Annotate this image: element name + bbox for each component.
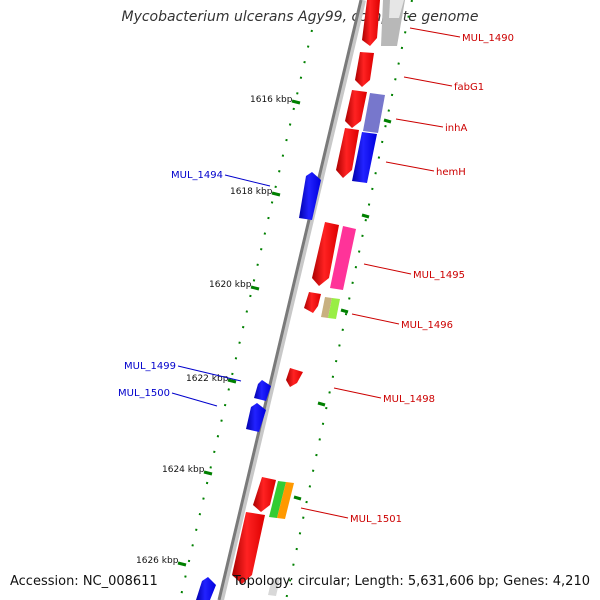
- cog-box-green: [269, 481, 286, 518]
- tick-label: 1626 kbp: [136, 556, 179, 566]
- tick-label: 1622 kbp: [186, 374, 229, 384]
- outer-tick-marks: [293, 118, 392, 501]
- gene-label: MUL_1496: [401, 320, 453, 331]
- tick-mark: [293, 495, 302, 501]
- cog-box-grey-faint: [389, 0, 404, 18]
- leader-line: [409, 27, 461, 38]
- gene-label: fabG1: [454, 82, 484, 93]
- tick-mark: [203, 470, 213, 476]
- leader-lines: [171, 27, 461, 519]
- tick-label: 1618 kbp: [230, 187, 273, 197]
- gene-label: MUL_1501: [350, 514, 402, 525]
- tick-mark: [317, 401, 326, 407]
- gene-arrow-inha: [345, 90, 367, 128]
- forward-genes: [232, 0, 380, 584]
- tick-mark: [291, 99, 301, 105]
- tick-mark: [250, 285, 260, 291]
- leader-line: [224, 174, 271, 187]
- leader-line: [403, 76, 453, 87]
- tick-mark: [340, 308, 349, 314]
- cog-boxes: [268, 0, 405, 596]
- tick-mark: [177, 561, 187, 567]
- cog-box-blue: [352, 132, 377, 183]
- accession-text: Accession: NC_008611: [10, 574, 158, 589]
- gene-label: hemH: [436, 167, 466, 178]
- gene-arrow-mul-1500: [246, 403, 266, 432]
- cog-box-orange: [277, 482, 294, 519]
- gene-arrow-mul-1499: [254, 380, 271, 401]
- gene-arrow-mul-1496: [304, 292, 321, 313]
- tick-mark: [227, 378, 237, 384]
- backbone-shadow: [218, 0, 366, 600]
- cog-box-lime: [328, 298, 340, 319]
- gene-arrow-hemh: [336, 128, 359, 178]
- leader-line: [363, 263, 412, 275]
- gene-label: MUL_1494: [171, 170, 223, 181]
- outer-dotted-guide: [285, 0, 413, 600]
- tick-mark: [271, 191, 281, 197]
- tick-label: 1624 kbp: [162, 465, 205, 475]
- gene-label: MUL_1499: [124, 361, 176, 372]
- tick-mark: [383, 118, 392, 124]
- leader-line: [395, 118, 444, 128]
- gene-arrow-mul-1503: [196, 577, 216, 600]
- cog-box-tan: [321, 297, 332, 318]
- leader-line: [171, 392, 218, 407]
- backbone: [217, 0, 363, 600]
- gene-arrow-mul-1490: [362, 0, 380, 46]
- gene-arrow-mul-1498: [286, 368, 303, 387]
- cog-box-purple: [363, 93, 385, 133]
- gene-arrow-mul-1494: [299, 172, 321, 220]
- reverse-genes: [196, 172, 321, 600]
- leader-line: [333, 387, 382, 399]
- gene-arrow-fabg1: [355, 52, 374, 87]
- gene-label: inhA: [445, 123, 467, 134]
- leader-line: [177, 365, 242, 382]
- leader-line: [351, 313, 400, 325]
- gene-label: MUL_1498: [383, 394, 435, 405]
- tick-marks: [177, 99, 301, 567]
- gene-arrow-mul-1501: [253, 477, 276, 512]
- leader-line: [385, 161, 435, 172]
- cog-box-grey-bottom: [268, 578, 280, 596]
- tick-label: 1616 kbp: [250, 95, 293, 105]
- genome-summary-text: Topology: circular; Length: 5,631,606 bp…: [232, 574, 590, 589]
- cog-box-pink: [330, 226, 356, 290]
- inner-dotted-guide: [179, 29, 313, 600]
- gene-label: MUL_1495: [413, 270, 465, 281]
- tick-mark: [361, 213, 370, 219]
- tick-label: 1620 kbp: [209, 280, 252, 290]
- gene-label: MUL_1500: [118, 388, 170, 399]
- leader-line: [300, 507, 349, 519]
- gene-arrow-mul-1502: [232, 512, 265, 584]
- gene-label: MUL_1490: [462, 33, 514, 44]
- gene-arrow-mul-1495: [312, 222, 339, 286]
